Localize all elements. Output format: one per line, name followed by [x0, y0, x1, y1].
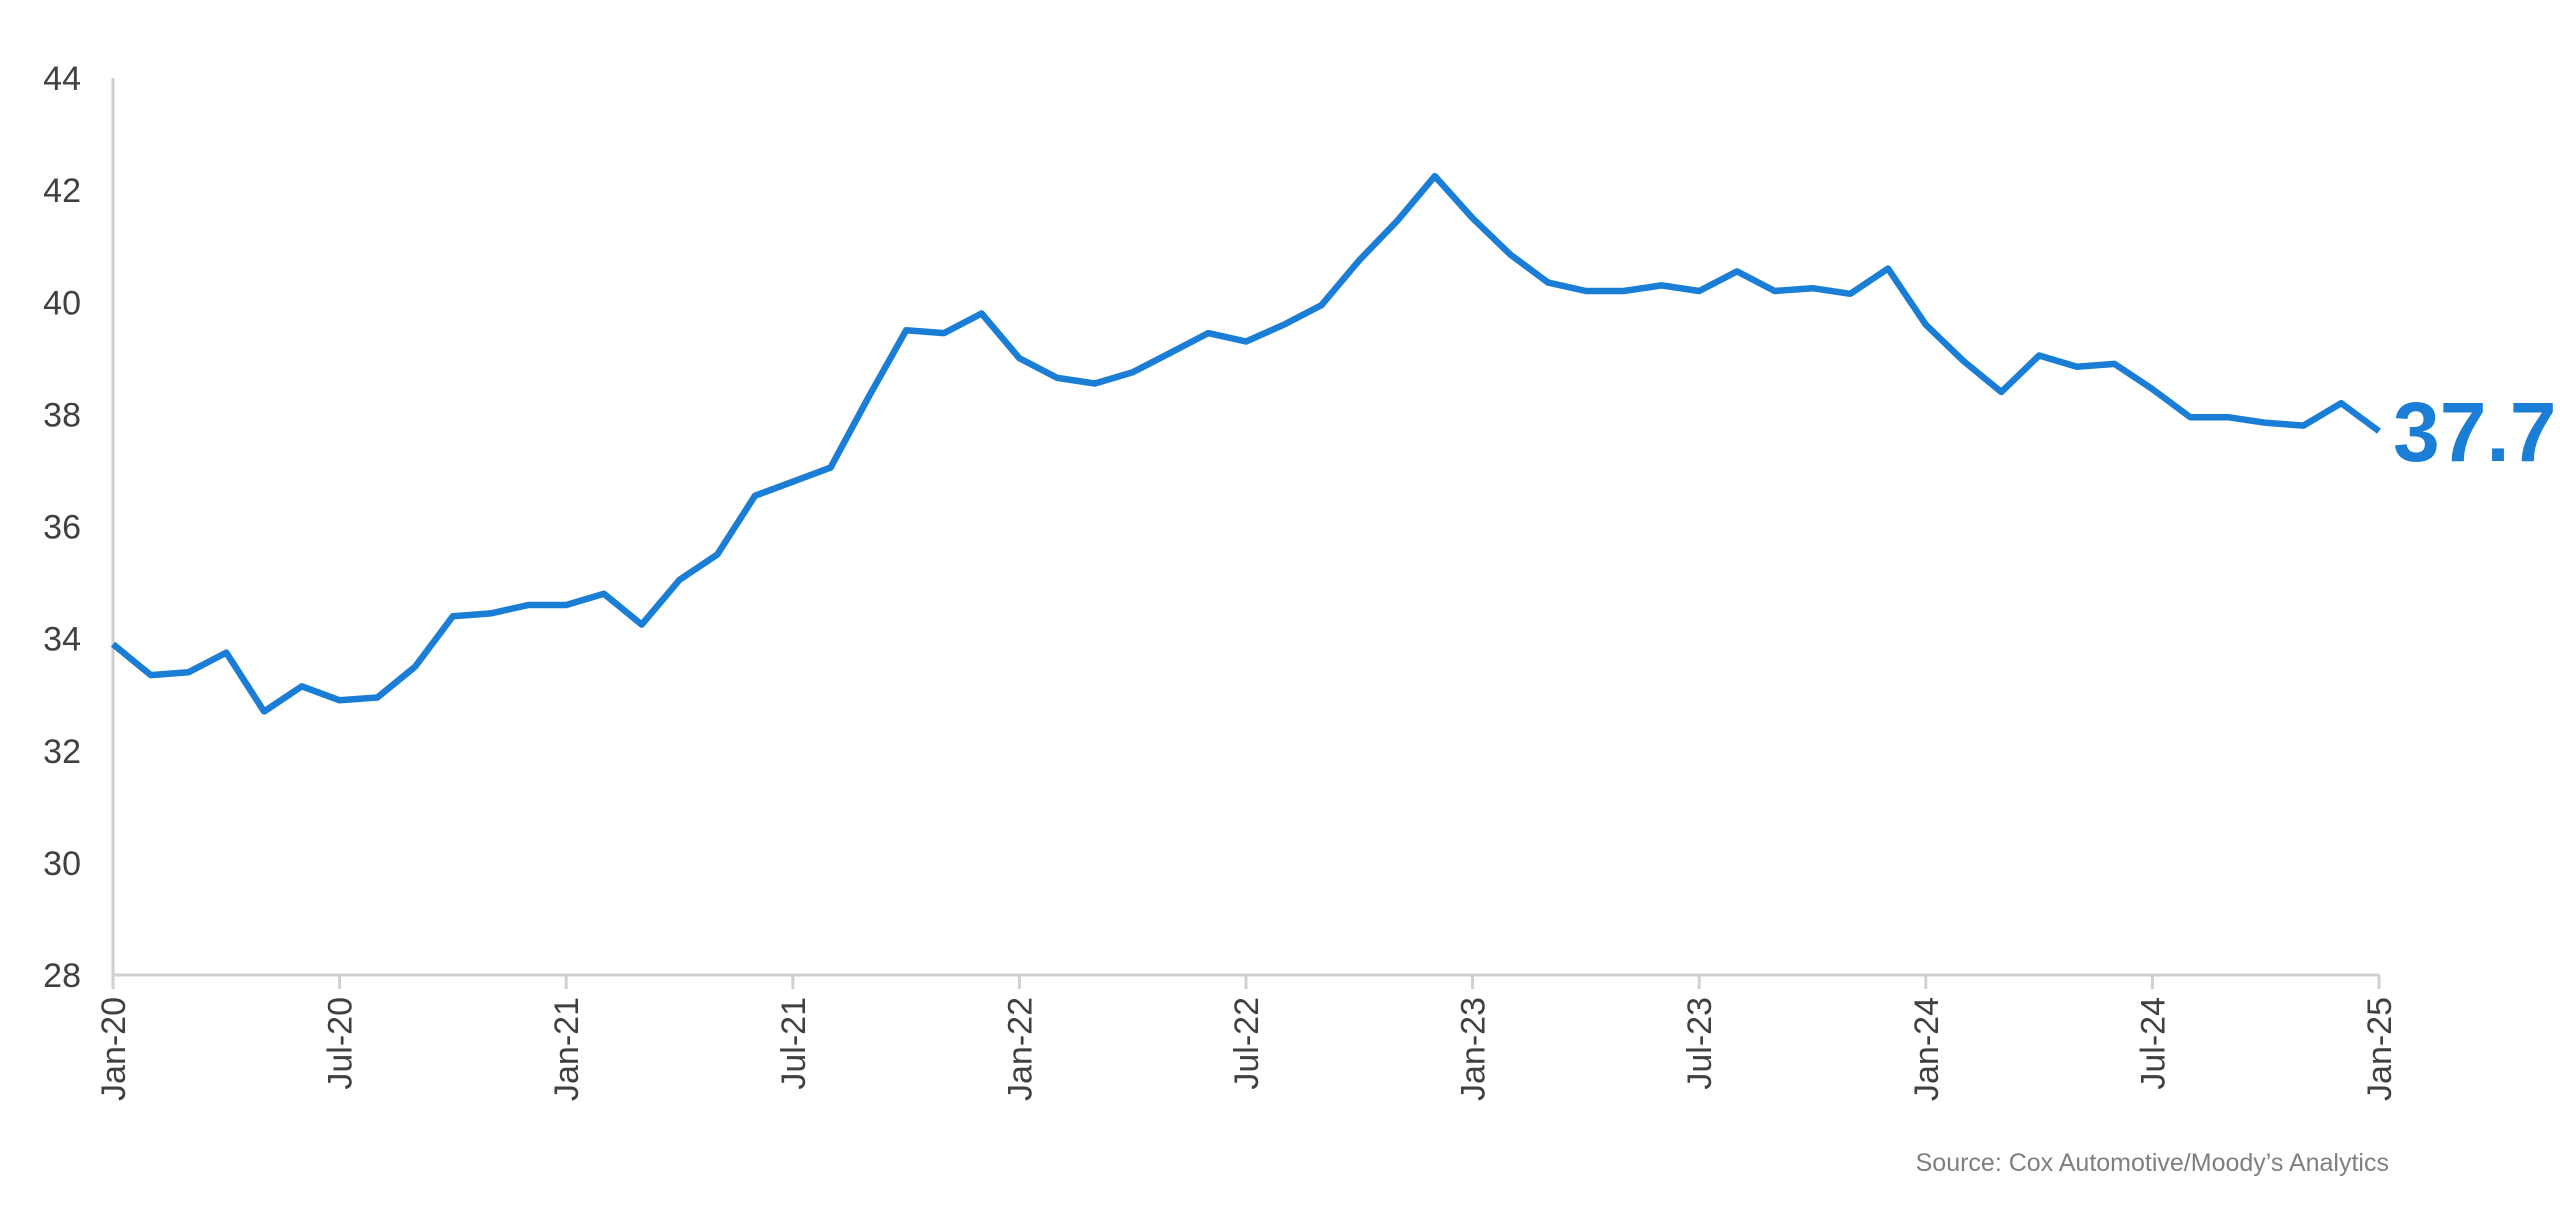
data-point — [1167, 350, 1173, 356]
data-point — [223, 650, 229, 656]
data-point — [1507, 252, 1513, 258]
x-tick-label: Jan-20 — [95, 997, 133, 1101]
data-point — [2225, 414, 2231, 420]
x-tick-label: Jan-25 — [2361, 997, 2399, 1101]
data-point — [1961, 358, 1967, 364]
data-point — [1130, 369, 1136, 375]
data-point — [1583, 288, 1589, 294]
data-point — [299, 683, 305, 689]
data-point — [1205, 330, 1211, 336]
data-point — [412, 664, 418, 670]
data-point — [941, 330, 947, 336]
data-point — [2036, 353, 2042, 359]
data-point — [903, 327, 909, 333]
x-tick-label: Jan-22 — [1001, 997, 1039, 1101]
data-point — [828, 465, 834, 471]
x-tick-label: Jul-23 — [1681, 997, 1719, 1090]
x-tick-label: Jan-23 — [1455, 997, 1493, 1101]
data-point — [450, 613, 456, 619]
data-point — [752, 493, 758, 499]
x-tick-label: Jan-24 — [1908, 997, 1946, 1101]
data-point — [2149, 386, 2155, 392]
data-point — [1432, 173, 1438, 179]
data-point — [1696, 288, 1702, 294]
data-point — [2376, 428, 2382, 434]
data-point — [639, 622, 645, 628]
data-point — [1658, 282, 1664, 288]
y-axis: 28 30 32 34 36 38 40 42 44 — [43, 60, 115, 995]
data-point — [1356, 257, 1362, 263]
data-point — [1772, 288, 1778, 294]
data-point — [1470, 215, 1476, 221]
series-line — [110, 172, 2381, 715]
data-point — [148, 672, 154, 678]
last-value-label: 37.7 — [2393, 385, 2557, 479]
y-tick-label: 32 — [43, 733, 81, 771]
y-tick-label: 44 — [43, 60, 81, 98]
data-point — [563, 602, 569, 608]
data-point — [337, 697, 343, 703]
data-point — [1394, 218, 1400, 224]
data-point — [261, 709, 267, 715]
x-tick-label: Jan-21 — [548, 997, 586, 1101]
y-tick-label: 38 — [43, 396, 81, 434]
data-point — [1621, 288, 1627, 294]
data-point — [2112, 361, 2118, 367]
data-point — [525, 602, 531, 608]
y-tick-label: 28 — [43, 957, 81, 995]
data-point — [979, 310, 985, 316]
data-point — [1281, 322, 1287, 328]
data-point — [1998, 389, 2004, 395]
data-point — [2187, 414, 2193, 420]
data-point — [1054, 375, 1060, 381]
data-point — [714, 552, 720, 558]
x-tick-label: Jul-24 — [2134, 997, 2172, 1090]
data-point — [2338, 400, 2344, 406]
x-tick-label: Jul-20 — [322, 997, 360, 1090]
data-point — [865, 395, 871, 401]
data-point — [1016, 355, 1022, 361]
data-point — [488, 610, 494, 616]
data-point — [186, 669, 192, 675]
data-point — [1319, 302, 1325, 308]
data-point — [677, 577, 683, 583]
data-point — [2300, 423, 2306, 429]
data-point — [1810, 285, 1816, 291]
data-point — [1243, 338, 1249, 344]
data-point — [1092, 381, 1098, 387]
data-point — [2074, 364, 2080, 370]
y-tick-label: 36 — [43, 509, 81, 547]
data-point — [1885, 266, 1891, 272]
y-tick-label: 34 — [43, 621, 81, 659]
data-point — [2263, 420, 2269, 426]
data-point — [1847, 291, 1853, 297]
x-axis: Jan-20 Jul-20 Jan-21 Jul-21 Jan-22 Jul-22 Jan-… — [95, 973, 2399, 1101]
x-tick-label: Jul-22 — [1228, 997, 1266, 1090]
x-tick-label: Jul-21 — [775, 997, 813, 1090]
data-point — [1545, 280, 1551, 286]
data-point — [110, 641, 116, 647]
source-note: Source: Cox Automotive/Moody’s Analytics — [1916, 1149, 2389, 1177]
data-point — [374, 694, 380, 700]
y-tick-label: 30 — [43, 845, 81, 883]
series-group — [110, 172, 2382, 715]
data-point — [601, 591, 607, 597]
data-point — [1734, 268, 1740, 274]
y-tick-label: 42 — [43, 172, 81, 210]
data-point — [790, 479, 796, 485]
y-tick-label: 40 — [43, 284, 81, 322]
data-point — [1923, 322, 1929, 328]
